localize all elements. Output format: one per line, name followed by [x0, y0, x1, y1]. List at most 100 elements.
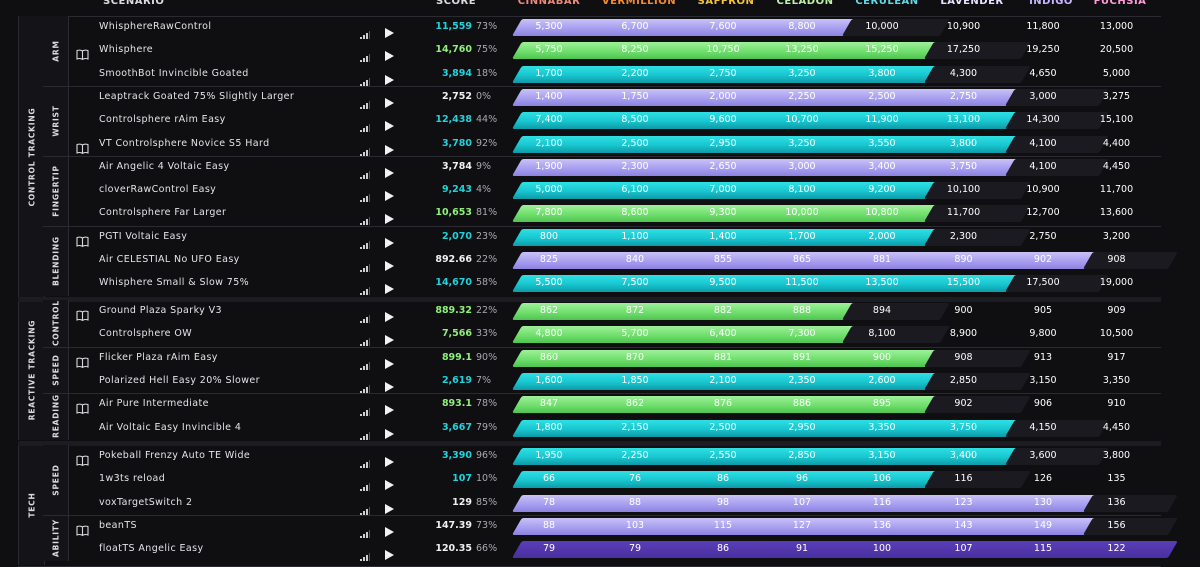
- table-row[interactable]: PGTI Voltaic Easy 2,070 23% 800 1,100 1,400 1,…: [68, 226, 1161, 249]
- play-icon[interactable]: [385, 163, 394, 178]
- rank-threshold-value: 10,700: [785, 114, 819, 126]
- play-icon[interactable]: [385, 307, 394, 322]
- scenario-name[interactable]: VT Controlsphere Novice S5 Hard: [99, 137, 270, 149]
- table-row[interactable]: voxTargetSwitch 2 129 85% 78 88 98 107 116 123 13…: [68, 492, 1178, 515]
- rank-threshold-value: 66: [542, 473, 556, 485]
- play-icon[interactable]: [385, 424, 394, 439]
- play-icon[interactable]: [385, 93, 394, 108]
- play-icon[interactable]: [385, 70, 394, 85]
- play-icon[interactable]: [385, 116, 394, 132]
- score-value: 2,752: [441, 90, 472, 102]
- table-row[interactable]: Air CELESTIAL No UFO Easy 892.66 22% 825 840…: [68, 249, 1178, 272]
- table-row[interactable]: WhisphereRawControl 11,559 73% 5,300 6,700 7,…: [68, 16, 1161, 39]
- scenario-name[interactable]: Leaptrack Goated 75% Slightly Larger: [99, 90, 295, 102]
- play-icon[interactable]: [385, 400, 394, 416]
- scenario-name[interactable]: WhisphereRawControl: [99, 21, 212, 32]
- rank-threshold-value: 2,750: [949, 90, 978, 102]
- table-row[interactable]: Controlsphere OW 7,566 33% 4,800 5,700 6,400 7…: [68, 323, 1161, 347]
- table-row[interactable]: Whisphere Small & Slow 75% 14,670 58% 5,500…: [68, 272, 1161, 296]
- book-icon[interactable]: [76, 232, 89, 247]
- play-icon[interactable]: [385, 377, 394, 392]
- scenario-name[interactable]: Controlsphere rAim Easy: [99, 114, 226, 126]
- rank-threshold-value: 908: [954, 351, 973, 363]
- rank-threshold-value: 2,600: [868, 374, 896, 386]
- book-icon[interactable]: [76, 521, 89, 536]
- play-icon[interactable]: [385, 23, 394, 38]
- play-icon[interactable]: [385, 475, 394, 491]
- table-row[interactable]: SmoothBot Invincible Goated 3,894 18% 1,700…: [68, 63, 1161, 86]
- scenario-name[interactable]: beanTS: [99, 519, 137, 531]
- rank-threshold-cell: 10,500: [1083, 326, 1150, 343]
- scenario-name[interactable]: 1w3ts reload: [99, 473, 166, 485]
- table-row[interactable]: Whisphere 14,760 75% 5,750 8,250 10,750 13,250…: [68, 39, 1161, 63]
- play-icon[interactable]: [385, 522, 394, 537]
- table-row[interactable]: Controlsphere rAim Easy 12,438 44% 7,400 8,5…: [68, 109, 1161, 133]
- benchmark-table: SCENARIO SCORE CINNABAR VERMILLION SAFFRON CE…: [18, 0, 1178, 567]
- scenario-name[interactable]: Whisphere: [99, 44, 154, 56]
- book-icon[interactable]: [76, 139, 89, 154]
- play-icon[interactable]: [385, 233, 394, 248]
- signal-bars-icon: [360, 280, 370, 296]
- rank-threshold-cell: 11,700: [924, 205, 1031, 223]
- rank-threshold-value: 886: [792, 398, 812, 410]
- table-row[interactable]: Polarized Hell Easy 20% Slower 2,619 7% 1,6…: [68, 370, 1161, 393]
- play-icon[interactable]: [385, 209, 394, 225]
- rank-threshold-cell: 2,300: [924, 228, 1031, 246]
- rank-threshold-value: 9,800: [1029, 328, 1057, 340]
- table-row[interactable]: Flicker Plaza rAim Easy 899.1 90% 860 870 881…: [68, 347, 1161, 370]
- rank-threshold-cell: 1,800: [512, 419, 614, 437]
- table-row[interactable]: 1w3ts reload 107 10% 66 76 86 96 106 116 126 135: [68, 468, 1161, 492]
- scenario-name[interactable]: cloverRawControl Easy: [99, 184, 217, 196]
- book-icon[interactable]: [76, 353, 89, 368]
- play-icon[interactable]: [385, 545, 394, 561]
- play-icon[interactable]: [385, 279, 394, 295]
- header-score: SCORE: [436, 0, 477, 7]
- rank-threshold-value: 7,400: [535, 114, 563, 126]
- book-icon[interactable]: [76, 45, 89, 61]
- rank-threshold-value: 1,600: [535, 374, 563, 386]
- play-icon[interactable]: [385, 140, 394, 155]
- scenario-name[interactable]: Air CELESTIAL No UFO Easy: [99, 254, 240, 265]
- rank-threshold-cell: 2,600: [842, 372, 950, 390]
- subcategory-label: CONTROL: [51, 300, 60, 347]
- scenario-name[interactable]: Ground Plaza Sparky V3: [99, 305, 222, 316]
- scenario-name[interactable]: voxTargetSwitch 2: [99, 496, 193, 508]
- scenario-name[interactable]: floatTS Angelic Easy: [99, 543, 204, 555]
- table-row[interactable]: Controlsphere Far Larger 10,653 81% 7,800 8,…: [68, 202, 1161, 226]
- book-icon[interactable]: [76, 306, 89, 322]
- scenario-name[interactable]: Air Pure Intermediate: [99, 398, 209, 410]
- rank-threshold-cell: 91: [764, 541, 868, 559]
- table-row[interactable]: floatTS Angelic Easy 120.35 66% 79 79 86 91 100…: [68, 538, 1178, 562]
- table-row[interactable]: Air Pure Intermediate 893.1 78% 847 862 876 88…: [68, 393, 1161, 417]
- scenario-name[interactable]: Air Angelic 4 Voltaic Easy: [99, 160, 230, 172]
- table-row[interactable]: Pokeball Frenzy Auto TE Wide 3,390 96% 1,95…: [68, 445, 1161, 468]
- play-icon[interactable]: [385, 452, 394, 467]
- table-row[interactable]: Leaptrack Goated 75% Slightly Larger 2,75…: [68, 86, 1161, 109]
- play-icon[interactable]: [385, 186, 394, 202]
- scenario-name[interactable]: Whisphere Small & Slow 75%: [99, 277, 250, 289]
- rank-threshold-value: 2,100: [709, 374, 737, 386]
- table-row[interactable]: Ground Plaza Sparky V3 889.32 22% 862 872 882…: [68, 300, 1161, 323]
- scenario-name[interactable]: Controlsphere OW: [99, 328, 193, 340]
- scenario-name[interactable]: PGTI Voltaic Easy: [99, 230, 188, 242]
- scenario-name[interactable]: Polarized Hell Easy 20% Slower: [99, 374, 260, 386]
- table-row[interactable]: VT Controlsphere Novice S5 Hard 3,780 92% 2…: [68, 133, 1161, 156]
- play-icon[interactable]: [385, 330, 394, 346]
- scenario-name[interactable]: Air Voltaic Easy Invincible 4: [99, 421, 242, 433]
- table-row[interactable]: Air Angelic 4 Voltaic Easy 3,784 9% 1,900 2,…: [68, 156, 1161, 179]
- table-row[interactable]: beanTS 147.39 73% 88 103 115 127 136 143 149 156: [68, 515, 1178, 538]
- rank-threshold-value: 19,250: [1026, 44, 1060, 56]
- play-icon[interactable]: [385, 46, 394, 62]
- scenario-name[interactable]: Flicker Plaza rAim Easy: [99, 351, 218, 363]
- play-icon[interactable]: [385, 354, 394, 369]
- book-icon[interactable]: [76, 451, 89, 467]
- table-row[interactable]: Air Voltaic Easy Invincible 4 3,667 79% 1,8…: [68, 417, 1161, 440]
- scenario-name[interactable]: Pokeball Frenzy Auto TE Wide: [99, 450, 251, 461]
- scenario-name[interactable]: SmoothBot Invincible Goated: [99, 67, 249, 79]
- play-icon[interactable]: [385, 499, 394, 514]
- table-row[interactable]: cloverRawControl Easy 9,243 4% 5,000 6,100 7,…: [68, 179, 1161, 203]
- play-icon[interactable]: [385, 256, 394, 271]
- book-icon[interactable]: [76, 399, 89, 415]
- score-value: 3,667: [441, 421, 472, 433]
- scenario-name[interactable]: Controlsphere Far Larger: [99, 207, 227, 219]
